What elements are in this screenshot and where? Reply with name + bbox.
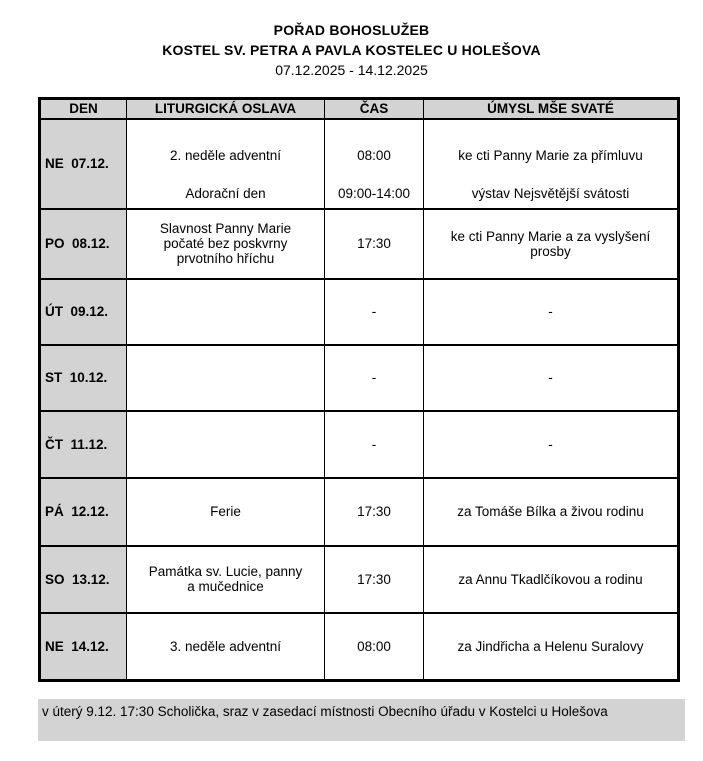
liturgy-cell: Slavnost Panny Marie počaté bez poskvrny…	[126, 207, 325, 280]
day-cell: PÁ 12.12.	[39, 476, 127, 547]
time-entry-2: 09:00-14:00	[337, 185, 411, 201]
day-cell: ST 10.12.	[39, 343, 127, 412]
column-header-day: DEN	[39, 97, 127, 120]
column-header-liturgy: LITURGICKÁ OSLAVA	[126, 97, 325, 120]
day-cell: NE 07.12.	[39, 117, 127, 210]
day-cell: ÚT 09.12.	[39, 277, 127, 346]
page-subtitle: KOSTEL SV. PETRA A PAVLA KOSTELEC U HOLE…	[162, 42, 541, 58]
liturgy-cell: Ferie	[126, 476, 325, 547]
time-entry-1: 08:00	[357, 147, 391, 163]
intention-entry-1: ke cti Panny Marie za přímluvu	[458, 147, 643, 163]
mass-schedule-table: DEN LITURGICKÁ OSLAVA ČAS ÚMYSL MŠE SVAT…	[38, 97, 680, 682]
day-cell: PO 08.12.	[39, 207, 127, 280]
liturgy-cell: Památka sv. Lucie, panny a mučednice	[126, 544, 325, 614]
intention-cell: -	[423, 343, 679, 412]
time-cell: 17:30	[324, 476, 424, 547]
column-header-intention: ÚMYSL MŠE SVATÉ	[423, 97, 679, 120]
time-cell: -	[324, 277, 424, 346]
table-row-saturday-13: SO 13.12. Památka sv. Lucie, panny a muč…	[39, 544, 679, 614]
date-range: 07.12.2025 - 14.12.2025	[275, 62, 428, 78]
liturgy-cell: 3. neděle adventní	[126, 611, 325, 682]
table-row-sunday-07: NE 07.12. 2. neděle adventní Adorační de…	[39, 117, 679, 210]
intention-cell: -	[423, 409, 679, 479]
liturgy-cell	[126, 277, 325, 346]
time-cell: -	[324, 343, 424, 412]
intention-cell: -	[423, 277, 679, 346]
table-header-row: DEN LITURGICKÁ OSLAVA ČAS ÚMYSL MŠE SVAT…	[39, 97, 679, 120]
day-cell: ČT 11.12.	[39, 409, 127, 479]
table-row-friday-12: PÁ 12.12. Ferie 17:30 za Tomáše Bílka a …	[39, 476, 679, 547]
intention-cell: za Annu Tkadlčíkovou a rodinu	[423, 544, 679, 614]
intention-cell: za Jindřicha a Helenu Suralovy	[423, 611, 679, 682]
intention-cell: za Tomáše Bílka a živou rodinu	[423, 476, 679, 547]
page-title: POŘAD BOHOSLUŽEB	[273, 22, 430, 38]
intention-cell: ke cti Panny Marie a za vyslyšení prosby	[423, 207, 679, 280]
table-row-thursday-11: ČT 11.12. - -	[39, 409, 679, 479]
title-block: POŘAD BOHOSLUŽEB KOSTEL SV. PETRA A PAVL…	[0, 20, 703, 80]
intention-entry-2: výstav Nejsvětější svátosti	[471, 185, 630, 201]
column-header-time: ČAS	[324, 97, 424, 120]
table-row-wednesday-10: ST 10.12. - -	[39, 343, 679, 412]
liturgy-cell	[126, 409, 325, 479]
time-cell: -	[324, 409, 424, 479]
table-row-sunday-14: NE 14.12. 3. neděle adventní 08:00 za Ji…	[39, 611, 679, 682]
liturgy-entry-1: 2. neděle adventní	[169, 147, 282, 163]
time-cell: 17:30	[324, 207, 424, 280]
table-row-monday-08: PO 08.12. Slavnost Panny Marie počaté be…	[39, 207, 679, 280]
day-cell: NE 14.12.	[39, 611, 127, 682]
liturgy-entry-2: Adorační den	[185, 185, 266, 201]
day-cell: SO 13.12.	[39, 544, 127, 614]
time-cell: 08:00	[324, 611, 424, 682]
table-row-tuesday-09: ÚT 09.12. - -	[39, 277, 679, 346]
liturgy-cell	[126, 343, 325, 412]
footer-note: v úterý 9.12. 17:30 Scholička, sraz v za…	[38, 699, 685, 741]
time-cell: 17:30	[324, 544, 424, 614]
